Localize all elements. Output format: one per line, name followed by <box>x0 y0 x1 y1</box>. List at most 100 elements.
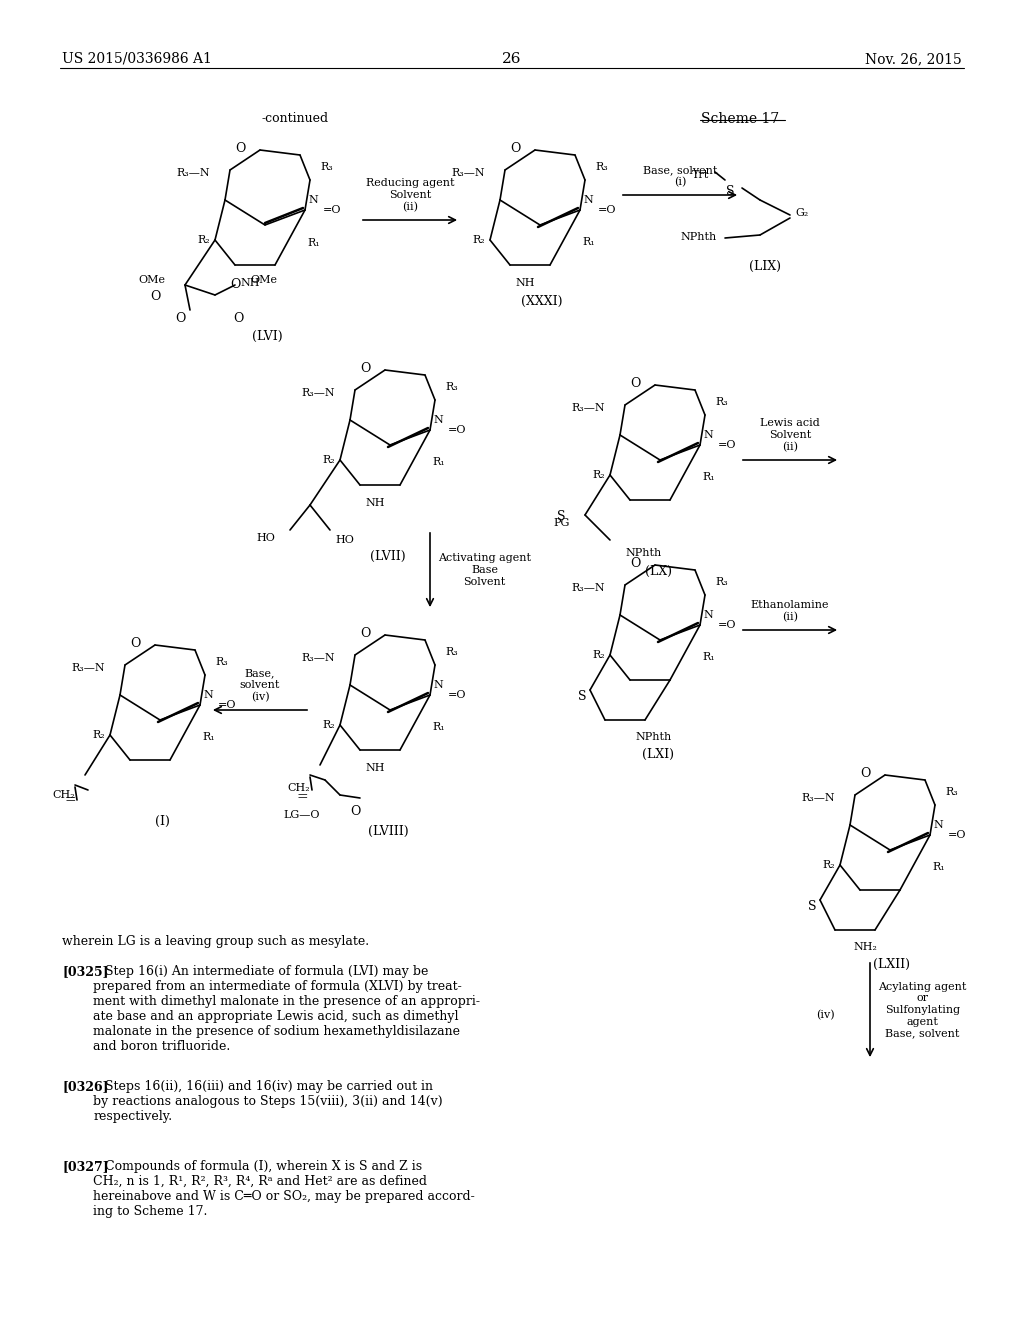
Text: [0327]: [0327] <box>62 1160 109 1173</box>
Text: R₃—N: R₃—N <box>176 168 210 178</box>
Text: S: S <box>808 900 816 913</box>
Text: R₃—N: R₃—N <box>571 403 605 413</box>
Text: (LX): (LX) <box>644 565 672 578</box>
Text: O: O <box>175 312 185 325</box>
Text: S: S <box>556 510 565 523</box>
Text: wherein LG is a leaving group such as mesylate.: wherein LG is a leaving group such as me… <box>62 935 369 948</box>
Text: Acylating agent
or
Sulfonylating
agent
Base, solvent: Acylating agent or Sulfonylating agent B… <box>878 982 967 1039</box>
Text: R₁: R₁ <box>307 238 319 248</box>
Text: O: O <box>229 279 241 290</box>
Text: O: O <box>630 378 640 389</box>
Text: Scheme 17: Scheme 17 <box>700 112 779 125</box>
Text: N: N <box>933 820 943 830</box>
Text: (LVI): (LVI) <box>252 330 283 343</box>
Text: =O: =O <box>449 690 467 700</box>
Text: NPhth: NPhth <box>635 733 672 742</box>
Text: O: O <box>359 362 371 375</box>
Text: NH: NH <box>366 763 385 774</box>
Text: Base,
solvent
(iv): Base, solvent (iv) <box>240 668 281 702</box>
Text: O: O <box>232 312 243 325</box>
Text: (iv): (iv) <box>816 1010 835 1020</box>
Text: R₁: R₁ <box>932 862 944 873</box>
Text: CH₂: CH₂ <box>288 783 310 793</box>
Text: LG—O: LG—O <box>284 810 319 820</box>
Text: O: O <box>630 557 640 570</box>
Text: R₃: R₃ <box>445 647 458 657</box>
Text: N: N <box>203 690 213 700</box>
Text: O: O <box>234 143 245 154</box>
Text: R₂: R₂ <box>592 649 605 660</box>
Text: R₁: R₁ <box>432 722 444 733</box>
Text: Nov. 26, 2015: Nov. 26, 2015 <box>865 51 962 66</box>
Text: O: O <box>510 143 520 154</box>
Text: HO: HO <box>335 535 354 545</box>
Text: NH: NH <box>366 498 385 508</box>
Text: =O: =O <box>218 700 237 710</box>
Text: R₁: R₁ <box>702 652 715 663</box>
Text: -continued: -continued <box>261 112 329 125</box>
Text: 26: 26 <box>502 51 522 66</box>
Text: (LXI): (LXI) <box>642 748 674 762</box>
Text: CH₂: CH₂ <box>52 789 75 800</box>
Text: O: O <box>150 290 160 304</box>
Text: =O: =O <box>718 620 736 630</box>
Text: NPhth: NPhth <box>625 548 662 558</box>
Text: (LIX): (LIX) <box>749 260 781 273</box>
Text: R₂: R₂ <box>592 470 605 480</box>
Text: O: O <box>359 627 371 640</box>
Text: R₃: R₃ <box>445 381 458 392</box>
Text: Reducing agent
Solvent
(ii): Reducing agent Solvent (ii) <box>366 178 455 213</box>
Text: Trt: Trt <box>691 170 709 180</box>
Text: R₃—N: R₃—N <box>72 663 105 673</box>
Text: (LVII): (LVII) <box>371 550 406 564</box>
Text: R₂: R₂ <box>92 730 105 741</box>
Text: R₂: R₂ <box>323 455 335 465</box>
Text: R₂: R₂ <box>198 235 210 246</box>
Text: (LVIII): (LVIII) <box>368 825 409 838</box>
Text: N: N <box>583 195 593 205</box>
Text: OMe: OMe <box>250 275 278 285</box>
Text: Steps 16(ii), 16(iii) and 16(iv) may be carried out in
by reactions analogous to: Steps 16(ii), 16(iii) and 16(iv) may be … <box>93 1080 442 1123</box>
Text: N: N <box>703 430 713 440</box>
Text: NH: NH <box>515 279 535 288</box>
Text: (LXII): (LXII) <box>873 958 910 972</box>
Text: Ethanolamine
(ii): Ethanolamine (ii) <box>751 601 829 622</box>
Text: N: N <box>703 610 713 620</box>
Text: Compounds of formula (I), wherein X is S and Z is
CH₂, n is 1, R¹, R², R³, R⁴, R: Compounds of formula (I), wherein X is S… <box>93 1160 475 1218</box>
Text: R₃—N: R₃—N <box>571 583 605 593</box>
Text: R₃—N: R₃—N <box>301 653 335 663</box>
Text: PG: PG <box>554 517 570 528</box>
Text: R₂: R₂ <box>822 861 835 870</box>
Text: R₁: R₁ <box>702 473 715 482</box>
Text: R₃—N: R₃—N <box>301 388 335 399</box>
Text: =: = <box>296 789 308 804</box>
Text: Activating agent
Base
Solvent: Activating agent Base Solvent <box>438 553 531 586</box>
Text: R₁: R₁ <box>202 733 215 742</box>
Text: HO: HO <box>256 533 275 543</box>
Text: R₃: R₃ <box>945 787 957 797</box>
Text: NPhth: NPhth <box>680 232 716 242</box>
Text: O: O <box>350 805 360 818</box>
Text: OMe: OMe <box>138 275 165 285</box>
Text: NH: NH <box>241 279 260 288</box>
Text: S: S <box>578 690 587 704</box>
Text: R₂: R₂ <box>472 235 485 246</box>
Text: =O: =O <box>449 425 467 436</box>
Text: R₃: R₃ <box>595 162 608 172</box>
Text: R₃: R₃ <box>319 162 333 172</box>
Text: S: S <box>726 185 734 198</box>
Text: [0325]: [0325] <box>62 965 109 978</box>
Text: R₃—N: R₃—N <box>452 168 485 178</box>
Text: =O: =O <box>323 205 341 215</box>
Text: =: = <box>65 793 76 807</box>
Text: =O: =O <box>948 830 967 840</box>
Text: R₁: R₁ <box>582 238 595 247</box>
Text: [0326]: [0326] <box>62 1080 109 1093</box>
Text: (I): (I) <box>155 814 169 828</box>
Text: O: O <box>130 638 140 649</box>
Text: =O: =O <box>718 440 736 450</box>
Text: R₁: R₁ <box>432 457 444 467</box>
Text: R₃: R₃ <box>715 397 728 407</box>
Text: N: N <box>433 414 442 425</box>
Text: R₂: R₂ <box>323 719 335 730</box>
